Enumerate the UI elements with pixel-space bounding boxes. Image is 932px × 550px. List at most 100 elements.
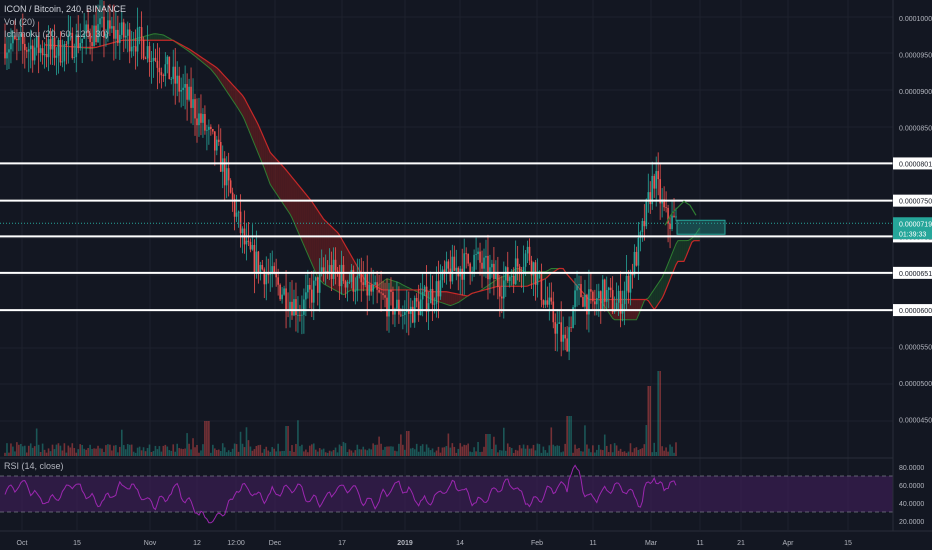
candle-body-133: [267, 274, 270, 275]
candle-body-129: [259, 264, 262, 274]
candle-body-280: [558, 322, 561, 324]
candle-body-234: [467, 253, 469, 264]
volume-bar-56: [115, 445, 117, 456]
candle-body-185: [370, 284, 372, 292]
volume-bar-176: [352, 452, 355, 456]
candle-body-316: [629, 272, 632, 293]
volume-bar-66: [134, 452, 137, 456]
candle-body-173: [346, 281, 349, 288]
volume-bar-249: [497, 452, 499, 456]
volume-bar-40: [83, 448, 85, 456]
cloud-seg-331: [683, 240, 686, 262]
horizontal-levels[interactable]: [0, 162, 893, 312]
volume-bar-312: [621, 451, 624, 456]
volume-bar-105: [212, 444, 214, 456]
volume-bar-81: [164, 444, 167, 456]
volume-bar-274: [546, 452, 549, 456]
volume-bar-186: [372, 443, 374, 456]
volume-bar-113: [227, 450, 230, 456]
volume-bar-287: [572, 452, 574, 456]
cloud-seg-131: [288, 172, 291, 215]
volume-bar-21: [45, 452, 48, 456]
price-tick-label-5: 0.0000500: [899, 381, 932, 388]
candle-body-244: [487, 255, 489, 280]
candle-body-46: [95, 25, 97, 43]
candle-body-86: [174, 66, 177, 84]
volume-bar-16: [35, 428, 38, 456]
volume-bar-267: [532, 444, 535, 456]
candle-body-256: [510, 275, 513, 278]
cloud-seg-181: [387, 278, 389, 290]
cloud-seg-327: [676, 240, 678, 265]
volume-bar-212: [423, 451, 426, 456]
candle-body-90: [182, 87, 184, 91]
ichimoku-legend[interactable]: Ichimoku (20, 60, 120, 30): [4, 29, 109, 39]
cloud-seg-117: [260, 129, 263, 164]
candle-body-296: [590, 289, 592, 292]
candle-body-110: [221, 158, 224, 172]
candle-body-329: [655, 171, 658, 189]
cloud-seg-101: [228, 80, 231, 98]
volume-bar-112: [225, 452, 228, 456]
volume-bar-109: [219, 451, 222, 456]
volume-bar-181: [362, 446, 365, 456]
volume-bar-153: [307, 452, 309, 456]
volume-bar-333: [663, 450, 665, 456]
volume-bar-319: [635, 447, 638, 456]
candle-body-300: [598, 291, 600, 299]
candle-body-167: [334, 259, 337, 271]
candle-body-254: [506, 267, 509, 281]
candle-body-57: [117, 29, 119, 44]
candle-body-151: [303, 299, 305, 315]
volume-bar-232: [463, 444, 466, 456]
volume-bar-14: [31, 447, 34, 456]
volume-bar-49: [101, 448, 103, 456]
volume-bar-140: [281, 450, 283, 456]
cloud-seg-123: [272, 154, 275, 191]
volume-bar-37: [77, 449, 80, 456]
volume-bar-269: [536, 443, 539, 456]
volume-bar-42: [87, 448, 89, 456]
volume-bar-268: [534, 450, 537, 456]
volume-bar-1: [6, 443, 8, 456]
volume-bar-64: [130, 444, 133, 456]
candle-body-31: [65, 44, 68, 45]
candle-body-26: [55, 55, 58, 58]
candle-body-219: [437, 281, 440, 297]
candle-body-328: [653, 175, 656, 189]
candle-body-22: [47, 39, 50, 58]
candle-body-218: [435, 281, 438, 304]
candle-body-168: [336, 270, 339, 273]
volume-legend[interactable]: Vol (20): [4, 17, 35, 27]
candle-body-33: [69, 32, 72, 35]
volume-bar-32: [67, 445, 70, 456]
rsi-legend[interactable]: RSI (14, close): [4, 461, 64, 471]
cloud-seg-96: [218, 69, 221, 83]
cloud-seg-243: [509, 271, 512, 287]
volume-bar-222: [443, 447, 446, 456]
volume-bar-238: [475, 451, 477, 456]
candle-body-286: [570, 327, 572, 329]
cloud-seg-65: [157, 34, 160, 41]
candle-body-63: [128, 29, 131, 52]
volume-bar-104: [210, 452, 212, 456]
time-axis[interactable]: Oct 15 Nov 12 12:00 Dec 17 2019 14 Feb 11 Mar 11 21 Ap…: [0, 530, 932, 550]
candle-body-257: [512, 275, 515, 284]
time-tick-label-12: 11: [696, 540, 703, 547]
candle-body-295: [588, 289, 590, 315]
candle-body-235: [469, 263, 471, 274]
candle-body-135: [271, 266, 274, 275]
volume-bar-270: [538, 444, 541, 456]
candle-body-187: [374, 282, 376, 285]
cloud-seg-326: [674, 243, 676, 270]
candle-body-233: [465, 253, 467, 255]
volume-bar-290: [578, 448, 580, 456]
volume-bar-154: [309, 445, 311, 456]
countdown-badge-text: 01:39:33: [899, 231, 926, 238]
projection-box[interactable]: [0, 200, 893, 235]
price-axis[interactable]: 0.0001000 0.0000950 0.0000900 0.0000850 0.00…: [892, 0, 932, 550]
volume-bar-277: [552, 444, 555, 456]
candle-body-289: [576, 285, 578, 291]
symbol-legend[interactable]: ICON / Bitcoin, 240, BINANCE: [4, 4, 126, 14]
